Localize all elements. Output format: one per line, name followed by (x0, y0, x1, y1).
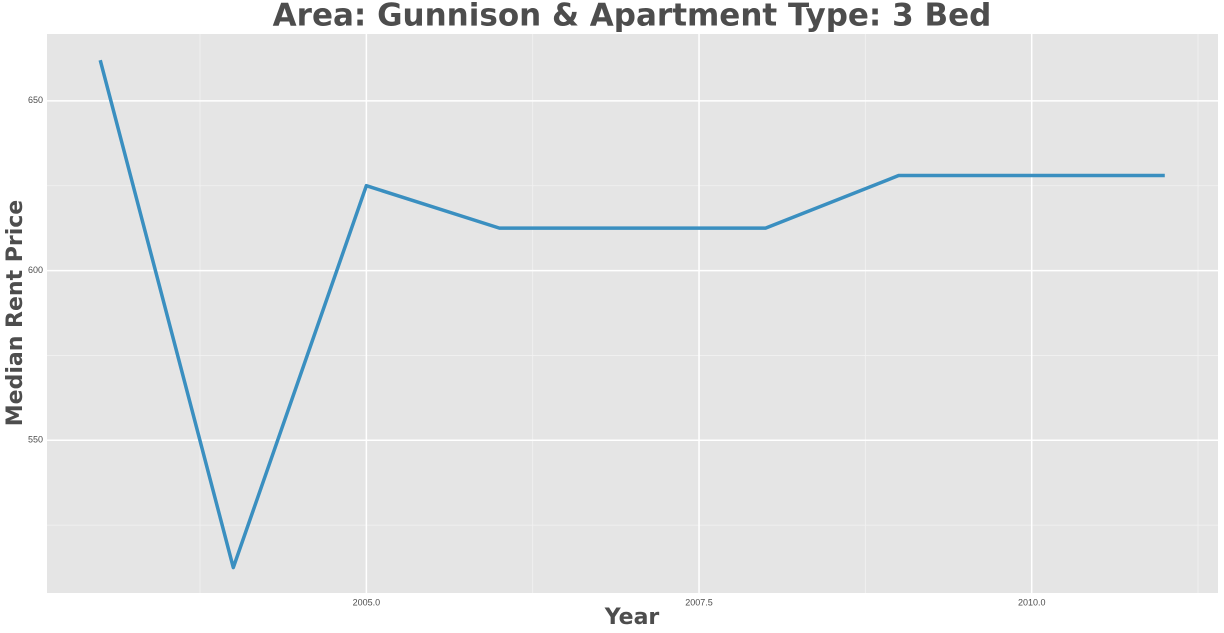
chart-title: Area: Gunnison & Apartment Type: 3 Bed (273, 0, 992, 34)
data-line (98, 59, 1165, 570)
y-tick-label: 550 (28, 435, 43, 445)
x-axis-title: Year (604, 605, 660, 630)
x-tick-label: 2007.5 (685, 597, 713, 607)
x-tick-label: 2010.0 (1018, 597, 1046, 607)
y-tick-label: 650 (28, 95, 43, 105)
plot-panel (47, 34, 1218, 593)
x-tick-label: 2005.0 (353, 597, 381, 607)
y-axis-title: Median Rent Price (3, 200, 28, 426)
y-tick-label: 600 (28, 265, 43, 275)
